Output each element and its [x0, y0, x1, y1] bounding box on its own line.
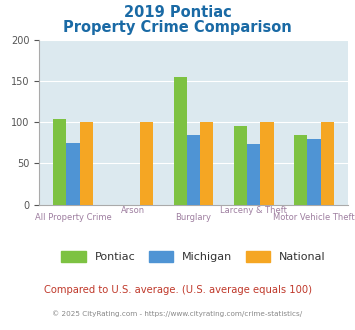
Bar	[174, 77, 187, 205]
Text: Arson: Arson	[121, 206, 145, 215]
Bar	[247, 145, 260, 205]
Bar	[140, 122, 153, 205]
Bar	[321, 122, 334, 205]
Text: © 2025 CityRating.com - https://www.cityrating.com/crime-statistics/: © 2025 CityRating.com - https://www.city…	[53, 310, 302, 317]
Bar	[66, 143, 80, 205]
Bar	[234, 126, 247, 205]
Text: Burglary: Burglary	[175, 213, 212, 222]
Text: Motor Vehicle Theft: Motor Vehicle Theft	[273, 213, 355, 222]
Bar	[80, 122, 93, 205]
Bar	[53, 119, 66, 205]
Text: 2019 Pontiac: 2019 Pontiac	[124, 5, 231, 20]
Text: Property Crime Comparison: Property Crime Comparison	[63, 20, 292, 35]
Bar	[187, 135, 200, 205]
Text: Compared to U.S. average. (U.S. average equals 100): Compared to U.S. average. (U.S. average …	[44, 285, 311, 295]
Legend: Pontiac, Michigan, National: Pontiac, Michigan, National	[57, 247, 330, 267]
Bar	[200, 122, 213, 205]
Bar	[307, 139, 321, 205]
Text: Larceny & Theft: Larceny & Theft	[220, 206, 287, 215]
Bar	[260, 122, 274, 205]
Bar	[294, 135, 307, 205]
Text: All Property Crime: All Property Crime	[34, 213, 111, 222]
